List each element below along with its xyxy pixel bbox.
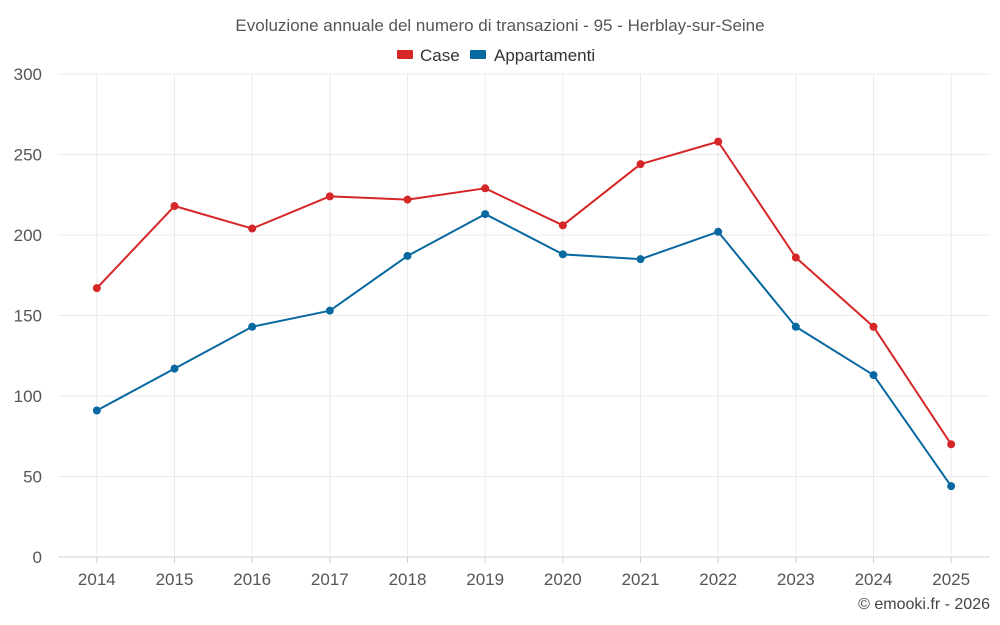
x-tick-label: 2015 <box>156 570 194 589</box>
y-axis: 0 50 100 150 200 250 300 <box>14 65 42 567</box>
data-point-appartamenti-2023 <box>791 322 800 331</box>
series-appartamenti <box>92 210 956 491</box>
x-tick-label: 2025 <box>932 570 970 589</box>
x-tick-label: 2024 <box>855 570 893 589</box>
y-tick-label: 200 <box>14 226 42 245</box>
x-tick-label: 2019 <box>466 570 504 589</box>
data-point-case-2020 <box>558 221 567 230</box>
legend-label-appartamenti: Appartamenti <box>494 46 595 65</box>
data-point-appartamenti-2019 <box>481 210 490 219</box>
x-tick-label: 2014 <box>78 570 116 589</box>
series-case <box>92 137 956 449</box>
data-point-case-2018 <box>403 195 412 204</box>
y-tick-label: 0 <box>33 548 42 567</box>
data-point-case-2023 <box>791 253 800 262</box>
data-point-appartamenti-2022 <box>714 227 723 236</box>
data-point-case-2025 <box>947 440 956 449</box>
legend-swatch-appartamenti <box>470 50 486 59</box>
data-point-appartamenti-2017 <box>325 306 334 315</box>
legend: Case Appartamenti <box>397 46 595 65</box>
data-point-appartamenti-2016 <box>248 322 257 331</box>
data-point-appartamenti-2018 <box>403 251 412 260</box>
series-line-case <box>96 140 953 445</box>
x-tick-label: 2020 <box>544 570 582 589</box>
x-tick-label: 2022 <box>699 570 737 589</box>
series-group <box>92 137 956 491</box>
data-point-appartamenti-2020 <box>558 250 567 259</box>
data-point-case-2019 <box>481 184 490 193</box>
x-tick-label: 2018 <box>389 570 427 589</box>
x-axis: 2014 2015 2016 2017 2018 2019 2020 2021 2022 2023… <box>78 557 970 589</box>
data-point-case-2014 <box>92 284 101 293</box>
data-point-case-2022 <box>714 137 723 146</box>
x-tick-label: 2017 <box>311 570 349 589</box>
data-point-appartamenti-2015 <box>170 364 179 373</box>
data-point-appartamenti-2025 <box>947 482 956 491</box>
data-point-appartamenti-2021 <box>636 255 645 264</box>
y-tick-label: 150 <box>14 307 42 326</box>
x-tick-label: 2016 <box>233 570 271 589</box>
y-tick-label: 300 <box>14 65 42 84</box>
y-tick-label: 50 <box>23 468 42 487</box>
data-point-case-2017 <box>325 192 334 201</box>
data-point-appartamenti-2024 <box>869 371 878 380</box>
data-point-case-2015 <box>170 202 179 211</box>
y-tick-label: 100 <box>14 387 42 406</box>
legend-label-case: Case <box>420 46 460 65</box>
y-tick-label: 250 <box>14 146 42 165</box>
series-line-appartamenti <box>96 213 952 487</box>
credit-text: © emooki.fr - 2026 <box>858 596 990 613</box>
data-point-case-2016 <box>248 224 257 233</box>
x-tick-label: 2021 <box>622 570 660 589</box>
legend-swatch-case <box>397 50 413 59</box>
data-point-case-2024 <box>869 322 878 331</box>
gridlines <box>58 73 990 558</box>
x-tick-label: 2023 <box>777 570 815 589</box>
data-point-appartamenti-2014 <box>92 406 101 415</box>
data-point-case-2021 <box>636 160 645 169</box>
chart-title: Evoluzione annuale del numero di transaz… <box>235 16 764 35</box>
